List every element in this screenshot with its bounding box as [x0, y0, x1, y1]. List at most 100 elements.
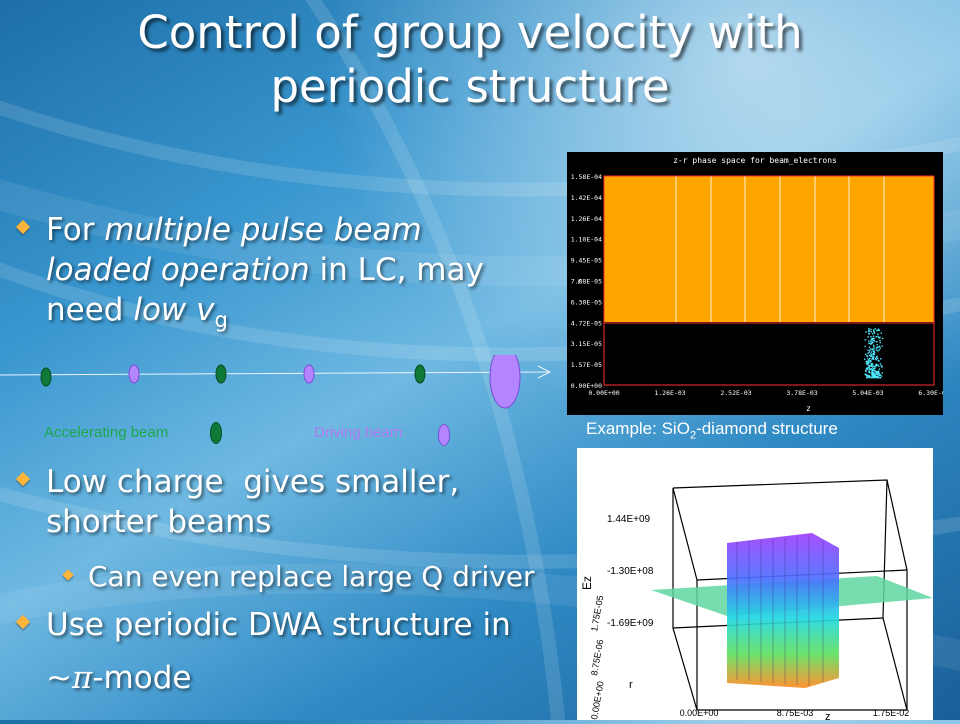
- particle-point: [873, 348, 875, 350]
- particle-point: [870, 340, 872, 343]
- particle-point: [878, 336, 880, 339]
- ez-tick-label: -1.30E+08: [607, 566, 654, 577]
- particle-point: [868, 327, 870, 330]
- particle-point: [868, 370, 871, 372]
- particle-point: [866, 376, 868, 378]
- particle-point: [875, 373, 878, 375]
- particle-point: [866, 360, 868, 363]
- particle-point: [877, 333, 879, 335]
- particle-point: [875, 358, 877, 360]
- z-axis-label: z: [825, 711, 831, 720]
- particle-point: [871, 369, 873, 371]
- sub-bullet-replace-driver: Can even replace large Q driver: [62, 560, 558, 594]
- particle-point: [872, 348, 874, 350]
- particle-point: [872, 329, 875, 331]
- particle-point: [870, 339, 872, 341]
- particle-point: [868, 371, 870, 373]
- ez-axis-label: Ez: [580, 576, 594, 590]
- particle-point: [864, 345, 866, 348]
- particle-point: [880, 358, 882, 360]
- particle-point: [876, 355, 878, 358]
- particle-point: [878, 377, 880, 379]
- phase-space-svg: z-r phase space for beam_electrons r z 1…: [571, 156, 950, 413]
- particle-point: [869, 361, 871, 363]
- particle-point: [875, 359, 878, 361]
- particle-point: [879, 341, 881, 344]
- particle-point: [867, 331, 870, 333]
- particle-point: [872, 353, 875, 355]
- phase-plot-x-ticks: 0.00E+00 1.26E-03 2.52E-03 3.78E-03 5.04E-03…: [588, 389, 949, 397]
- y-tick-label: 1.58E-04: [571, 173, 602, 181]
- particle-point: [868, 359, 870, 361]
- particle-point: [874, 366, 876, 368]
- bullet-pi-mode: ~π-mode: [46, 658, 346, 698]
- particle-point: [876, 375, 878, 377]
- particle-point: [866, 354, 868, 357]
- particle-point: [868, 346, 871, 348]
- particle-point: [875, 336, 877, 338]
- x-tick-label: 3.78E-03: [786, 389, 817, 397]
- legend-accelerating-dot: [210, 422, 222, 444]
- x-tick-label: 5.04E-03: [852, 389, 883, 397]
- particle-point: [881, 372, 883, 374]
- particle-point: [870, 348, 872, 350]
- particle-point: [870, 354, 873, 356]
- surface-ridges: [736, 535, 824, 686]
- particle-point: [866, 368, 869, 371]
- particle-point: [868, 354, 871, 357]
- particle-point: [868, 364, 871, 367]
- x-tick-label: 0.00E+00: [588, 389, 619, 397]
- caption-suffix: -diamond structure: [696, 419, 838, 438]
- particle-point: [875, 347, 878, 349]
- particle-point: [876, 370, 878, 373]
- particle-point: [875, 376, 877, 378]
- particle-point: [871, 332, 874, 335]
- particle-point: [879, 377, 882, 379]
- particle-point: [873, 344, 875, 347]
- particle-point: [867, 336, 869, 338]
- particle-point: [864, 373, 866, 375]
- particle-point: [873, 365, 875, 367]
- particle-point: [875, 349, 878, 351]
- particle-point: [867, 362, 870, 364]
- particle-point: [867, 364, 869, 366]
- particle-point: [874, 373, 877, 375]
- slide-title: Control of group velocity with periodic …: [137, 6, 803, 113]
- caption-prefix: Example: SiO: [586, 419, 690, 438]
- particle-point: [868, 333, 870, 335]
- particle-point: [872, 350, 874, 353]
- particle-point: [877, 328, 880, 330]
- x-tick-label: 1.26E-03: [654, 389, 685, 397]
- particle-point: [866, 355, 869, 358]
- particle-point: [878, 368, 881, 370]
- particle-point: [877, 373, 880, 375]
- particle-point: [869, 355, 872, 357]
- accelerating-bunch: [414, 364, 426, 384]
- particle-point: [872, 355, 874, 357]
- r-axis-label: r: [629, 679, 633, 691]
- particle-point: [877, 364, 879, 366]
- tilde-symbol: ~: [46, 660, 72, 696]
- driving-bunch: [128, 364, 140, 384]
- particle-point: [870, 328, 872, 331]
- particle-point: [878, 372, 880, 374]
- particle-point: [870, 343, 872, 345]
- particle-point: [879, 339, 881, 342]
- r-tick-label: 0.00E+00: [589, 680, 606, 720]
- particle-point: [872, 376, 874, 378]
- particle-point: [873, 331, 875, 333]
- r-ticks: 1.75E-05 8.75E-06 0.00E+00: [589, 595, 606, 721]
- particle-point: [878, 374, 880, 377]
- particle-point: [871, 374, 874, 377]
- particle-point: [873, 337, 875, 340]
- bullet1-subscript: g: [214, 308, 228, 333]
- particle-point: [870, 367, 873, 370]
- particle-point: [873, 358, 875, 360]
- particle-point: [875, 364, 877, 366]
- particle-point: [874, 328, 876, 330]
- particle-point: [871, 363, 874, 365]
- particle-point: [865, 363, 868, 365]
- particle-point: [877, 373, 879, 376]
- particle-point: [878, 345, 881, 347]
- particle-point: [867, 375, 870, 377]
